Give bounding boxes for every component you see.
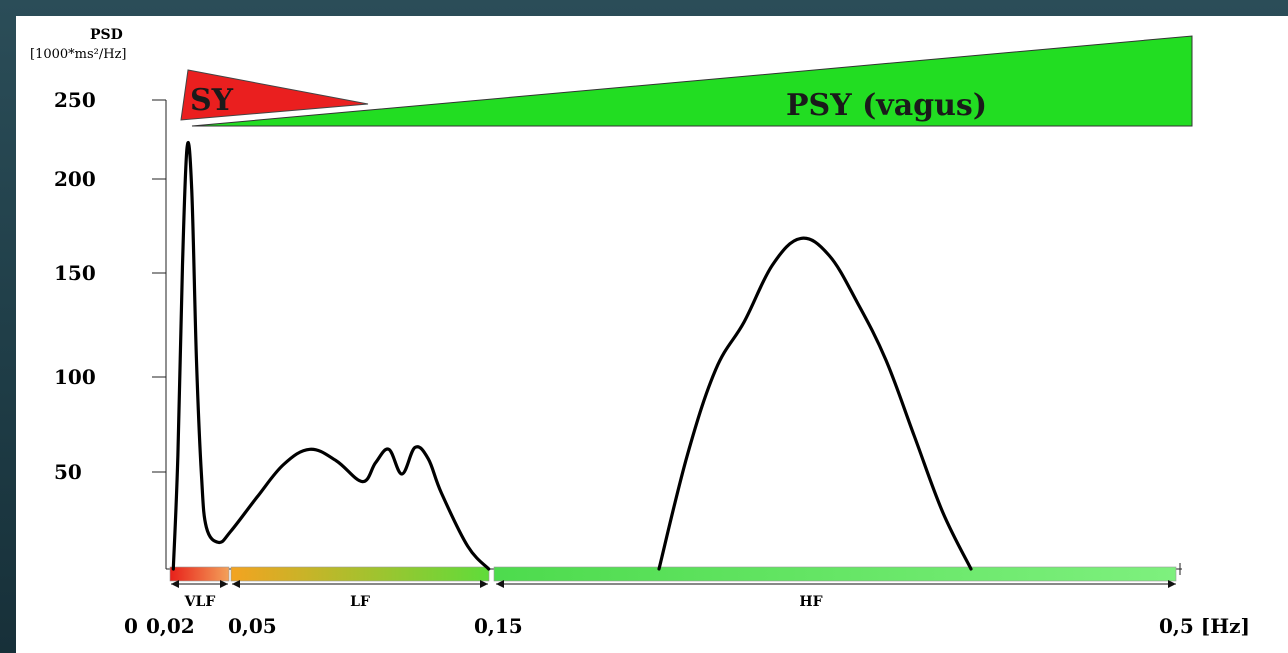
x-tick-label-0: 0 bbox=[124, 614, 138, 638]
band-hf bbox=[493, 566, 1177, 582]
y-tick-label-150: 150 bbox=[54, 261, 96, 285]
psy-wedge-label: PSY (vagus) bbox=[786, 88, 987, 123]
y-tick-label-200: 200 bbox=[54, 167, 96, 191]
band-label-hf: HF bbox=[799, 594, 822, 610]
vlf-arrow-head-left bbox=[171, 580, 179, 588]
hf-arrow-head-left bbox=[496, 580, 504, 588]
y-tick-label-50: 50 bbox=[54, 460, 82, 484]
band-label-lf: LF bbox=[350, 594, 370, 610]
band-vlf bbox=[169, 566, 230, 582]
y-tick-label-250: 250 bbox=[54, 88, 96, 112]
sy-wedge-label: SY bbox=[190, 83, 234, 118]
chart-frame: SY PSY (vagus) PSD [1000*ms²/Hz] 50 100 150 20… bbox=[16, 16, 1288, 653]
lf-arrow-head-right bbox=[480, 580, 488, 588]
x-tick-label-2: 0,05 bbox=[228, 614, 277, 638]
sy-wedge bbox=[180, 69, 369, 121]
y-axis-label: PSD bbox=[90, 27, 123, 43]
psd-chart: SY PSY (vagus) PSD [1000*ms²/Hz] 50 100 150 20… bbox=[30, 27, 1250, 638]
x-tick-label-4: 0,5 [Hz] bbox=[1159, 614, 1250, 638]
x-tick-label-3: 0,15 bbox=[474, 614, 523, 638]
psd-curve-hf bbox=[657, 236, 973, 571]
band-label-vlf: VLF bbox=[184, 594, 216, 610]
x-tick-label-1: 0,02 bbox=[146, 614, 195, 638]
band-lf bbox=[230, 566, 490, 582]
hf-arrow-head-right bbox=[1168, 580, 1176, 588]
y-tick-label-100: 100 bbox=[54, 365, 96, 389]
y-axis-unit: [1000*ms²/Hz] bbox=[30, 47, 127, 62]
psd-curve-vlf-lf bbox=[171, 140, 491, 571]
lf-arrow-head-left bbox=[232, 580, 240, 588]
psy-wedge bbox=[191, 35, 1193, 127]
vlf-arrow-head-right bbox=[220, 580, 228, 588]
